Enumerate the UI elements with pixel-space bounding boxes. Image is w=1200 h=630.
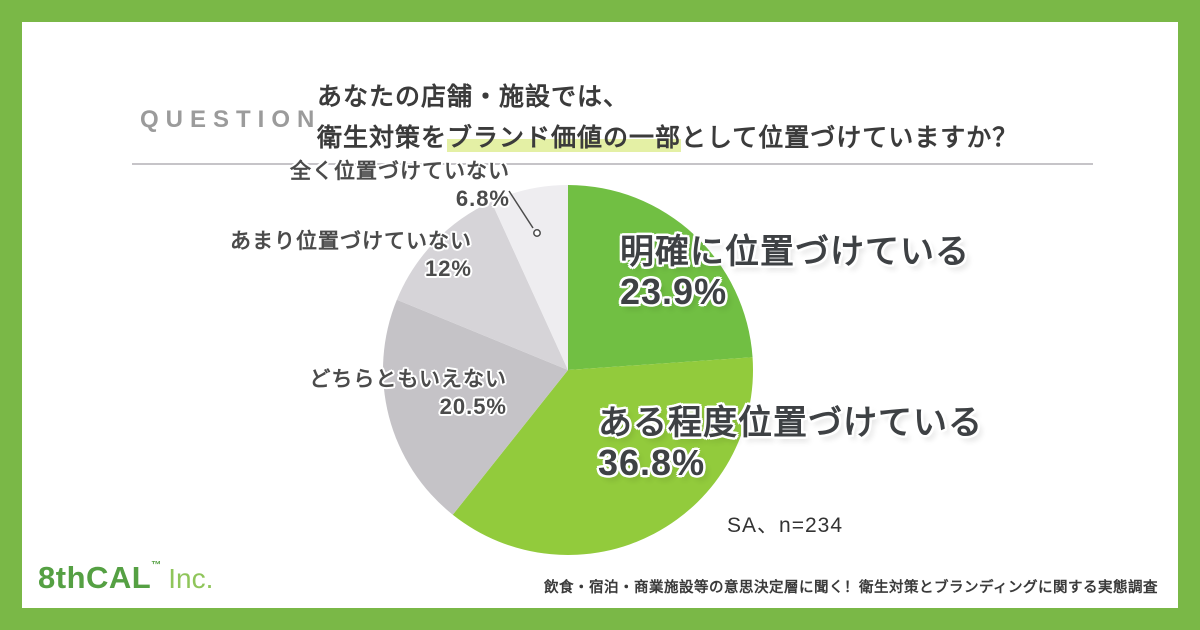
slice-label-some-pct: 36.8% <box>598 442 706 483</box>
slice-label-some: ある程度位置づけている 36.8% <box>598 403 983 483</box>
logo-text: 8thCAL <box>38 560 152 595</box>
slice-label-notso-pct: 12% <box>424 256 472 281</box>
slice-label-notso-text: あまり位置づけていない <box>230 230 472 253</box>
pie-slice-3 <box>396 201 568 370</box>
question-line2: 衛生対策をブランド価値の一部として位置づけていますか？ <box>317 124 1019 152</box>
pie-slice-0 <box>568 185 753 370</box>
logo-suffix: Inc. <box>168 563 214 594</box>
slice-label-some-text: ある程度位置づけている <box>598 404 983 442</box>
sample-note: SA、n=234 <box>727 514 843 537</box>
slice-label-none-pct: 6.8% <box>455 186 510 211</box>
slice-label-clear-pct: 23.9% <box>620 271 728 312</box>
slice-label-clear: 明確に位置づけている 23.9% <box>620 232 970 312</box>
question-label: QUESTION <box>140 106 322 133</box>
pie-slices <box>382 185 754 556</box>
question-line1: あなたの店舗・施設では、 <box>317 83 630 111</box>
header-divider <box>132 163 1093 165</box>
slice-label-notso: あまり位置づけていない 12% <box>230 228 472 282</box>
pie-slice-4 <box>491 185 568 370</box>
company-logo: 8thCAL™ Inc. <box>38 560 213 596</box>
slice-label-neutral-text: どちらともいえない <box>309 368 507 391</box>
pie-slice-1 <box>452 357 754 556</box>
pie-slice-2 <box>382 299 568 515</box>
trademark-mark: ™ <box>151 560 162 571</box>
slice-label-clear-text: 明確に位置づけている <box>620 233 970 271</box>
highlighted-phrase: ブランド価値の一部 <box>447 124 682 152</box>
leader-line <box>508 190 534 229</box>
slice-label-none-text: 全く位置づけていない <box>290 160 510 183</box>
survey-caption: 飲食・宿泊・商業施設等の意思決定層に聞く！衛生対策とブランディングに関する実態調… <box>544 580 1158 596</box>
leader-line-dot <box>533 229 541 237</box>
question-text: あなたの店舗・施設では、 衛生対策をブランド価値の一部として位置づけていますか？ <box>317 77 1018 159</box>
slice-label-neutral-pct: 20.5% <box>439 394 507 419</box>
slice-label-none: 全く位置づけていない 6.8% <box>290 158 510 212</box>
slice-label-neutral: どちらともいえない 20.5% <box>309 366 507 420</box>
